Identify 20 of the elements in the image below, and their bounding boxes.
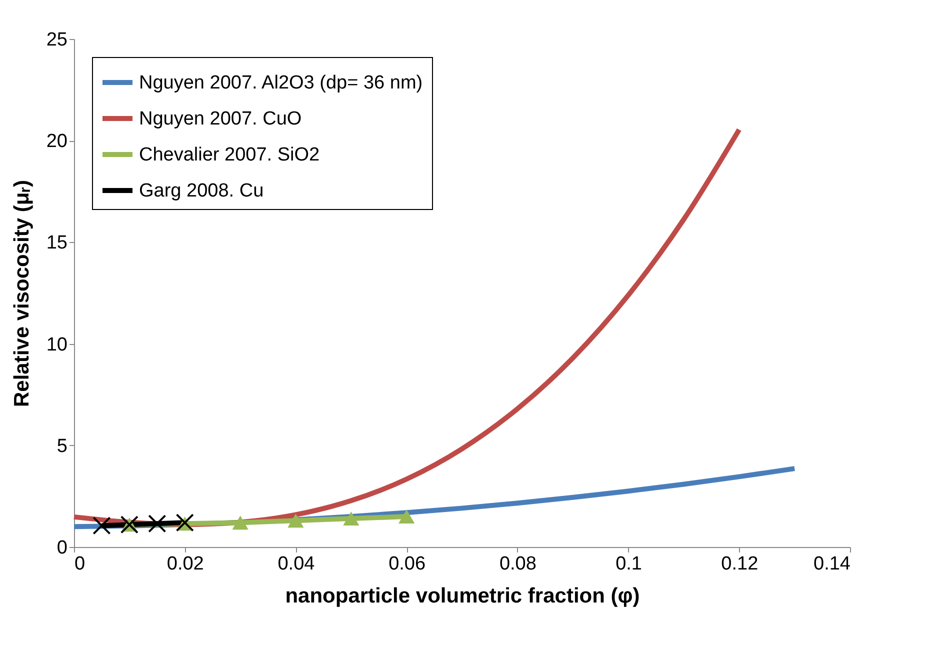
y-tick-label: 20 bbox=[46, 131, 68, 152]
x-tick-label: 0.12 bbox=[721, 554, 758, 574]
y-tick-label: 10 bbox=[46, 334, 68, 356]
x-tick-label: 0.08 bbox=[499, 554, 536, 574]
x-tick-label: 0 bbox=[74, 554, 86, 574]
y-tick-label: 5 bbox=[56, 436, 68, 457]
x-tick-label: 0.04 bbox=[278, 554, 316, 574]
legend-label: Nguyen 2007. CuO bbox=[139, 108, 302, 130]
x-tick-label: 0.1 bbox=[616, 554, 642, 574]
x-tick-label: 0.14 bbox=[814, 554, 851, 574]
y-axis-title: Relative visocosity (μᵣ) bbox=[10, 180, 34, 408]
legend-label: Chevalier 2007. SiO2 bbox=[139, 144, 320, 166]
x-tick-label: 0.02 bbox=[166, 554, 204, 574]
y-tick-label: 0 bbox=[56, 538, 68, 558]
legend-label: Garg 2008. Cu bbox=[139, 180, 264, 202]
y-tick-label: 15 bbox=[46, 232, 68, 254]
x-axis-title: nanoparticle volumetric fraction (φ) bbox=[285, 584, 640, 608]
y-tick-label: 25 bbox=[46, 30, 68, 50]
legend-label: Nguyen 2007. Al2O3 (dp= 36 nm) bbox=[139, 72, 423, 94]
x-tick-label: 0.06 bbox=[388, 554, 426, 574]
